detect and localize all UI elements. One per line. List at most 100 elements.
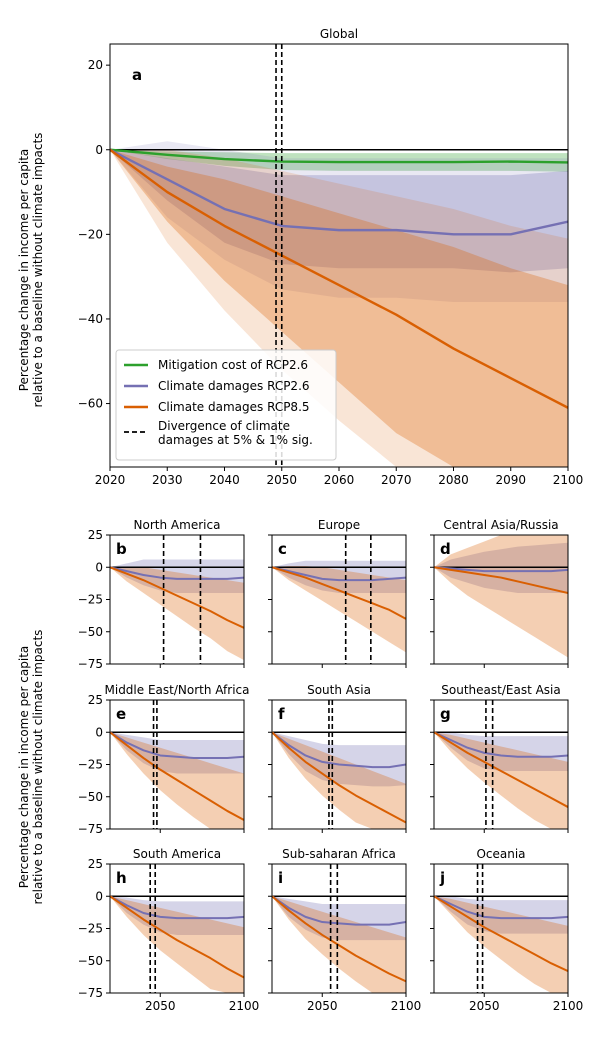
- x-tick-label: 2040: [209, 473, 240, 487]
- shared-ylabel-top-line1: Percentage change in income per capita: [17, 149, 31, 392]
- series-line-damages26: [110, 731, 244, 760]
- series-line-damages26: [272, 895, 406, 926]
- y-tick-label: −40: [78, 312, 103, 326]
- y-tick-label: −25: [78, 922, 103, 936]
- y-tick-label: 25: [88, 528, 103, 542]
- series-line-damages26: [110, 148, 568, 236]
- series-line-damages85: [272, 566, 406, 620]
- band-damages85: [110, 567, 244, 661]
- legend-label-divergence-2: damages at 5% & 1% sig.: [158, 433, 313, 447]
- panel-d: Central Asia/Russia d: [430, 518, 569, 668]
- plot-area: [434, 535, 568, 658]
- x-tick-label: 2050: [145, 999, 176, 1013]
- series-line-damages85: [272, 895, 406, 983]
- y-tick-label: 0: [95, 560, 103, 574]
- panel-letter: i: [278, 869, 283, 887]
- plot-area: [110, 700, 244, 829]
- y-tick-label: 25: [88, 693, 103, 707]
- panel-letter: h: [116, 869, 127, 887]
- panel-letter: e: [116, 705, 126, 723]
- series-line-damages85: [434, 731, 568, 808]
- panel-letter: d: [440, 540, 451, 558]
- panel-b: North America b 25 0 −25 −50 −75: [78, 518, 245, 671]
- series-line-damages26: [272, 566, 406, 582]
- panel-letter: j: [439, 869, 445, 887]
- band-damages26: [110, 732, 244, 774]
- series-line-damages85: [110, 895, 244, 979]
- panel-g: Southeast/East Asia g: [430, 683, 569, 833]
- panel-title: Central Asia/Russia: [443, 518, 558, 532]
- y-tick-label: 0: [95, 725, 103, 739]
- panel-title: Global: [320, 27, 358, 41]
- series-line-damages26: [110, 566, 244, 580]
- y-tick-label: 20: [88, 58, 103, 72]
- panel-title: Europe: [318, 518, 360, 532]
- y-tick-label: 25: [88, 857, 103, 871]
- x-tick-label: 2100: [391, 999, 422, 1013]
- x-tick-label: 2050: [469, 999, 500, 1013]
- band-damages85: [110, 149, 568, 467]
- panel-c: Europe c: [268, 518, 407, 668]
- band-damages26: [272, 560, 406, 594]
- series-line-damages85: [272, 731, 406, 824]
- x-tick-label: 2100: [553, 473, 584, 487]
- panel-f: South Asia f: [268, 683, 407, 833]
- y-tick-label: −50: [78, 954, 103, 968]
- series-line-damages26: [434, 895, 568, 920]
- legend-label-damages26: Climate damages RCP2.6: [158, 379, 310, 393]
- plot-area: [110, 44, 568, 467]
- panel-letter: b: [116, 540, 127, 558]
- band-damages26: [110, 896, 244, 935]
- band-damages85: [272, 565, 406, 653]
- panels: Global a 20 0 −20 −40 −60 2020 2030 2040 2050 2060 2…: [78, 27, 584, 1013]
- plot-area: [110, 864, 244, 993]
- series-line-damages85: [110, 566, 244, 629]
- panel-letter: f: [278, 705, 285, 723]
- panel-title: Middle East/North Africa: [105, 683, 250, 697]
- legend-label-divergence-1: Divergence of climate: [158, 419, 290, 433]
- plot-area: [110, 535, 244, 664]
- x-tick-label: 2050: [307, 999, 338, 1013]
- band-damages26: [434, 732, 568, 771]
- y-tick-label: −50: [78, 790, 103, 804]
- band-damages26: [110, 149, 568, 273]
- y-tick-label: −75: [78, 657, 103, 671]
- y-tick-label: −20: [78, 227, 103, 241]
- y-tick-label: 0: [95, 889, 103, 903]
- panel-title: Southeast/East Asia: [441, 683, 560, 697]
- shared-ylabel-top-line2: relative to a baseline without climate i…: [31, 133, 45, 408]
- series-line-damages26: [272, 731, 406, 769]
- series-line-damages85: [434, 566, 568, 595]
- series-line-damages85: [110, 148, 568, 409]
- plot-area: [272, 535, 406, 664]
- band-damages85: [434, 896, 568, 993]
- y-tick-label: −25: [78, 593, 103, 607]
- x-tick-label: 2060: [324, 473, 355, 487]
- series-line-mitigation: [110, 148, 568, 164]
- panel-e: Middle East/North Africa e 25 0 −25 −50 −75: [78, 683, 250, 836]
- x-tick-label: 2030: [152, 473, 183, 487]
- y-tick-label: −25: [78, 758, 103, 772]
- band-mitigation: [110, 149, 568, 172]
- legend: Mitigation cost of RCP2.6 Climate damages…: [115, 349, 337, 461]
- panel-title: North America: [134, 518, 221, 532]
- y-tick-label: −75: [78, 822, 103, 836]
- panel-j: Oceania j 2050 2100: [430, 847, 583, 1013]
- band-outer-damages26: [110, 141, 568, 303]
- band-damages26: [272, 732, 406, 787]
- y-tick-label: −50: [78, 625, 103, 639]
- shared-ylabel-bottom-line1: Percentage change in income per capita: [17, 646, 31, 889]
- panel-a: Global a 20 0 −20 −40 −60 2020 2030 2040 2050 2060 2…: [78, 27, 584, 487]
- series-line-damages26: [434, 566, 568, 573]
- series-line-damages85: [434, 895, 568, 972]
- panel-title: South Asia: [307, 683, 371, 697]
- band-outer-damages85: [110, 149, 568, 467]
- x-tick-label: 2090: [495, 473, 526, 487]
- band-damages26: [434, 896, 568, 934]
- x-tick-label: 2050: [266, 473, 297, 487]
- band-damages85: [434, 535, 568, 658]
- y-tick-label: 0: [95, 143, 103, 157]
- panel-title: South America: [133, 847, 221, 861]
- panel-letter: a: [132, 66, 142, 84]
- x-tick-label: 2100: [229, 999, 260, 1013]
